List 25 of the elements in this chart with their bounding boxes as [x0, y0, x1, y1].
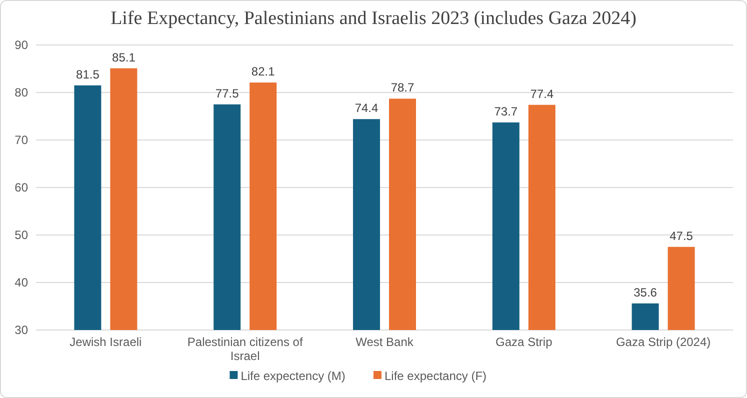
- y-tick-label: 50: [14, 228, 28, 242]
- data-label: 77.4: [530, 86, 554, 101]
- y-tick-label: 90: [14, 38, 28, 52]
- y-tick-label: 30: [14, 323, 28, 338]
- x-tick-label: Palestinian citizens of Israel: [187, 335, 304, 363]
- y-tick-label: 60: [14, 180, 28, 195]
- chart-title: Life Expectancy, Palestinians and Israelis 2023 (includes Gaza 2024): [110, 8, 636, 29]
- x-tick-label: Jewish Israeli: [70, 335, 142, 349]
- legend-label: Life expectency (M): [240, 369, 346, 384]
- data-label: 47.5: [670, 228, 694, 243]
- y-tick-label: 80: [14, 86, 28, 100]
- data-label: 35.6: [634, 285, 658, 300]
- data-label: 81.5: [76, 67, 100, 82]
- x-tick-label: West Bank: [356, 335, 414, 349]
- data-label: 73.7: [494, 104, 518, 118]
- data-label: 82.1: [251, 64, 276, 79]
- x-tick-label: Gaza Strip (2024): [616, 335, 711, 349]
- x-tick-label: Gaza Strip: [496, 335, 553, 349]
- y-tick-label: 70: [14, 133, 28, 148]
- legend-label: Life expectancy (F): [384, 369, 487, 384]
- data-label: 78.7: [390, 80, 414, 95]
- data-label: 74.4: [354, 101, 378, 116]
- y-tick-label: 40: [14, 276, 28, 290]
- data-label: 77.5: [215, 86, 240, 100]
- data-label: 85.1: [112, 50, 136, 64]
